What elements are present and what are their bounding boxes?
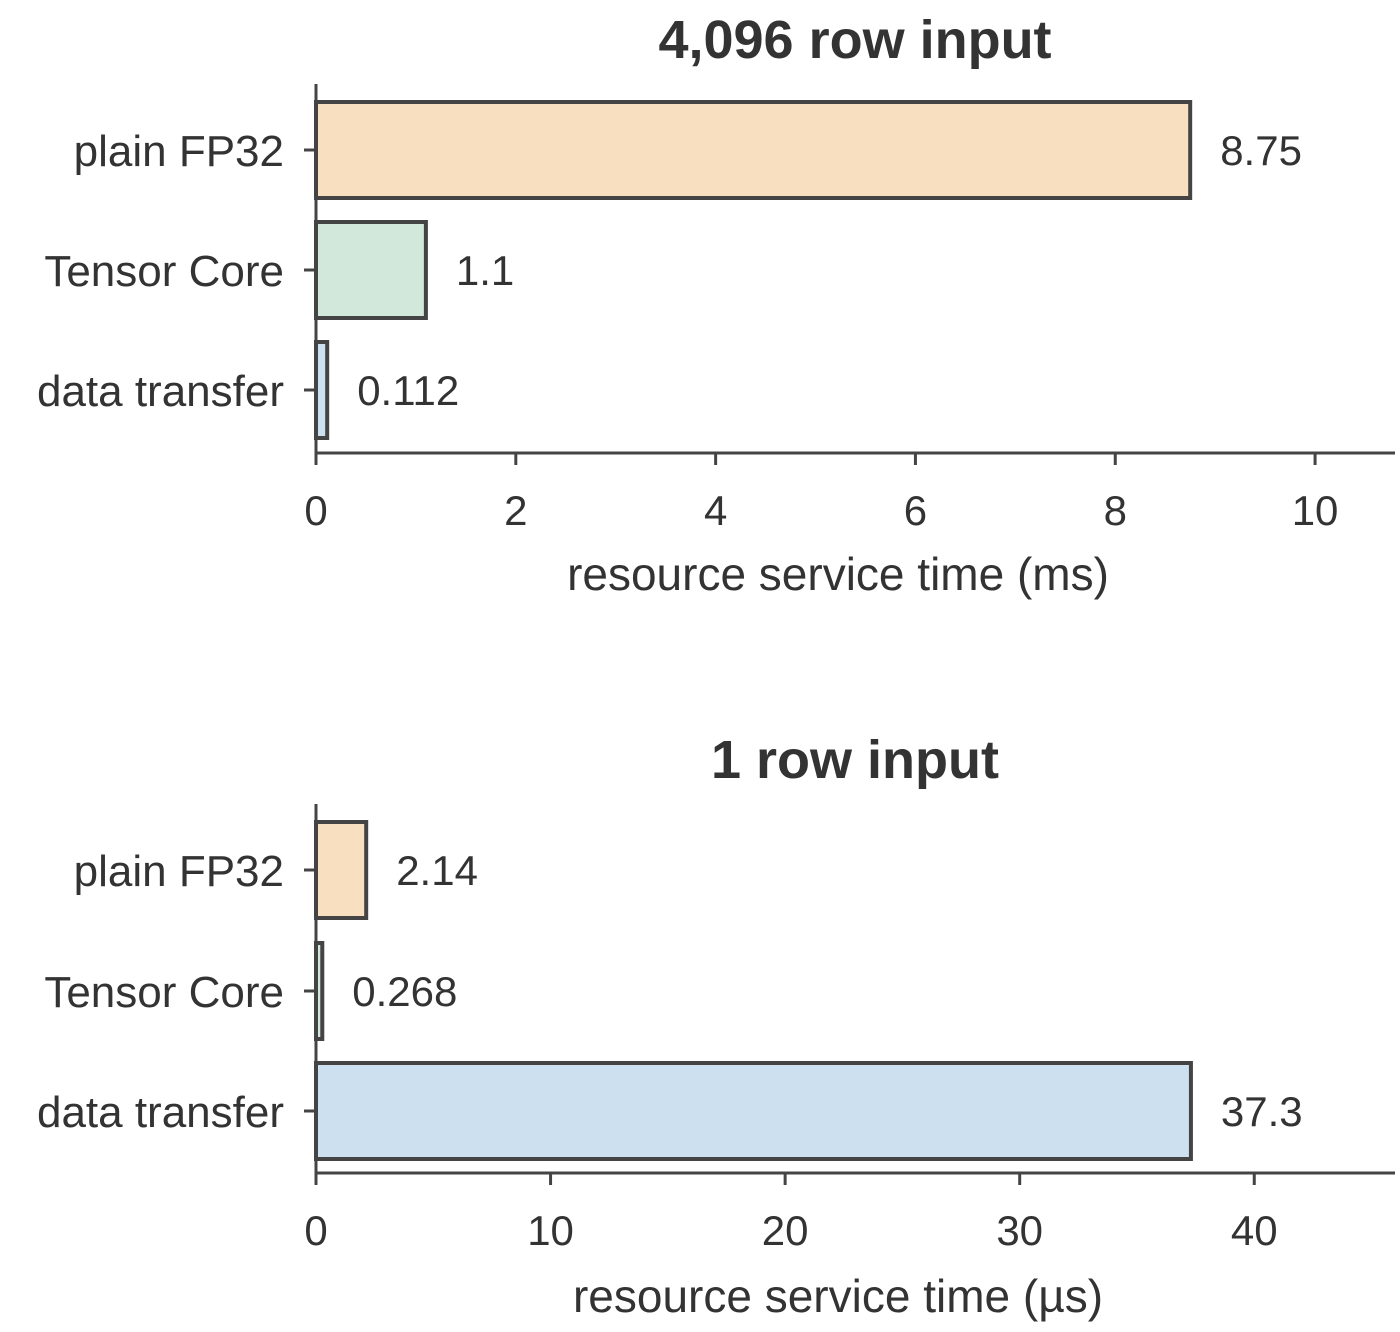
y-tick-label: Tensor Core — [44, 968, 284, 1017]
x-tick-label: 6 — [904, 487, 927, 534]
bar-plain-fp32 — [314, 100, 1193, 200]
x-tick-label: 0 — [304, 487, 327, 534]
chart-panel-4096-rows: 4,096 row input 8.75 plain FP32 1.1 Tensor C… — [37, 10, 1395, 600]
y-tick-label: plain FP32 — [74, 127, 284, 176]
y-tick-label: Tensor Core — [44, 247, 284, 296]
bar-tensor-core — [314, 220, 428, 320]
value-label: 37.3 — [1221, 1088, 1303, 1135]
x-tick-label: 4 — [704, 487, 727, 534]
value-label: 2.14 — [396, 847, 478, 894]
x-axis-label: resource service time (ms) — [567, 548, 1109, 600]
x-tick-label: 2 — [504, 487, 527, 534]
value-label: 1.1 — [456, 247, 514, 294]
chart-title: 1 row input — [711, 730, 999, 790]
x-tick-label: 0 — [304, 1207, 327, 1254]
y-tick-label: plain FP32 — [74, 847, 284, 896]
y-tick-label: data transfer — [37, 1088, 284, 1137]
value-label: 8.75 — [1220, 127, 1302, 174]
x-tick-label: 30 — [996, 1207, 1043, 1254]
y-tick-label: data transfer — [37, 367, 284, 416]
x-tick-label: 20 — [762, 1207, 809, 1254]
x-tick-label: 10 — [1292, 487, 1339, 534]
bar-plain-fp32 — [314, 820, 369, 920]
value-label: 0.112 — [357, 367, 459, 414]
bar-data-transfer — [314, 340, 330, 440]
x-tick-label: 8 — [1104, 487, 1127, 534]
bar-data-transfer — [314, 1061, 1193, 1161]
x-axis-label: resource service time (µs) — [573, 1270, 1103, 1322]
x-tick-label: 10 — [527, 1207, 574, 1254]
value-label: 0.268 — [352, 968, 457, 1015]
chart-panel-1-row: 1 row input 2.14 plain FP32 0.268 Tensor Cor… — [37, 730, 1395, 1322]
chart-title: 4,096 row input — [658, 10, 1051, 70]
x-tick-label: 40 — [1231, 1207, 1278, 1254]
